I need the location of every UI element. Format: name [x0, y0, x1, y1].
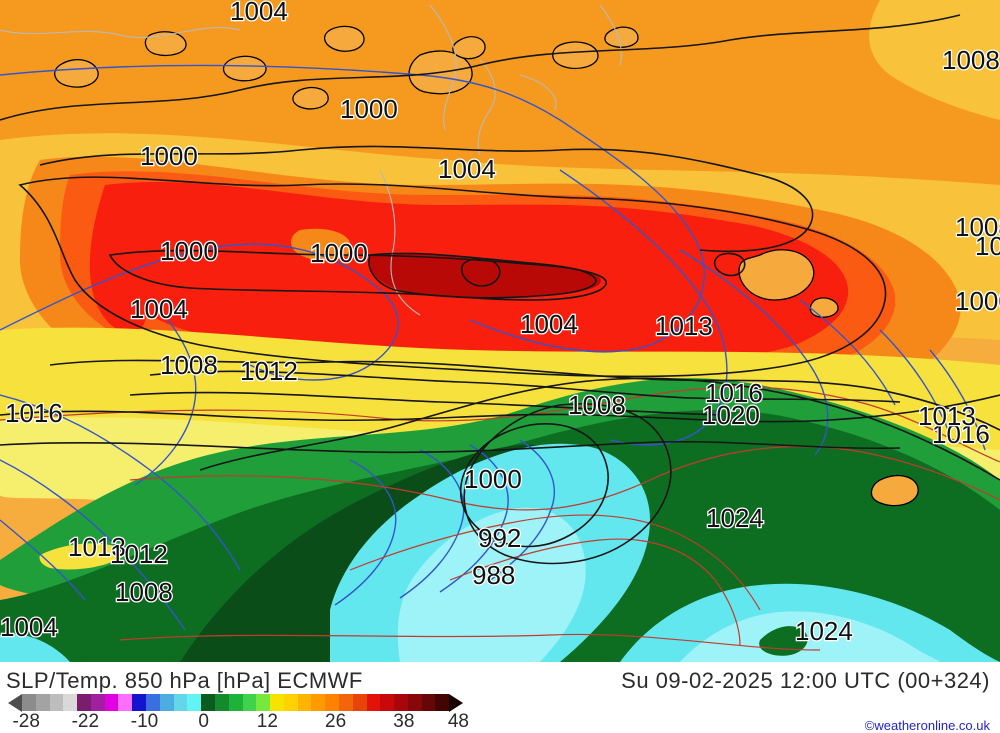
credit-label: ©weatheronline.co.uk: [865, 718, 990, 733]
svg-text:1000: 1000: [140, 141, 198, 171]
svg-text:1013: 1013: [918, 401, 976, 431]
colorbar-tick: 26: [325, 711, 346, 733]
svg-text:1012: 1012: [240, 356, 298, 386]
svg-text:988: 988: [472, 560, 515, 590]
svg-text:1020: 1020: [702, 400, 760, 430]
svg-text:1024: 1024: [795, 616, 853, 646]
svg-text:1000: 1000: [464, 464, 522, 494]
svg-text:1004: 1004: [520, 309, 578, 339]
svg-text:1008: 1008: [568, 390, 626, 420]
colorbar-tick: -22: [72, 711, 99, 733]
svg-text:1016: 1016: [5, 398, 63, 428]
colorbar-arrow-low: [8, 694, 22, 712]
footer-bar: SLP/Temp. 850 hPa [hPa] ECMWF Su 09-02-2…: [0, 662, 1000, 733]
svg-text:1000: 1000: [340, 94, 398, 124]
svg-text:1004: 1004: [0, 612, 58, 642]
colorbar-group: -28 -22 -10 0 12 26 38 48: [8, 694, 463, 731]
svg-text:1004: 1004: [130, 294, 188, 324]
svg-text:1000: 1000: [160, 236, 218, 266]
colorbar-tick: 12: [257, 711, 278, 733]
svg-text:1004: 1004: [438, 154, 496, 184]
colorbar-tick: -10: [131, 711, 158, 733]
colorbar-tick: -28: [12, 711, 39, 733]
map-svg: 1004 1000 1004 1000 1000 1000 1004 1004 …: [0, 0, 1000, 662]
weather-map-app: 1004 1000 1004 1000 1000 1000 1004 1004 …: [0, 0, 1000, 733]
colorbar[interactable]: [8, 694, 463, 711]
colorbar-ticks: -28 -22 -10 0 12 26 38 48: [8, 711, 463, 731]
colorbar-tick: 0: [198, 711, 209, 733]
svg-text:1000: 1000: [310, 238, 368, 268]
svg-text:1008: 1008: [942, 45, 1000, 75]
chart-date-label: Su 09-02-2025 12:00 UTC (00+324): [621, 668, 990, 694]
colorbar-arrow-high: [449, 694, 463, 712]
colorbar-tick: 38: [393, 711, 414, 733]
svg-text:1012: 1012: [110, 539, 168, 569]
svg-text:992: 992: [478, 523, 521, 553]
svg-text:1008: 1008: [160, 350, 218, 380]
chart-title-label: SLP/Temp. 850 hPa [hPa] ECMWF: [6, 668, 363, 694]
svg-text:1013: 1013: [655, 311, 713, 341]
svg-text:1024: 1024: [706, 503, 764, 533]
map-canvas: 1004 1000 1004 1000 1000 1000 1004 1004 …: [0, 0, 1000, 662]
svg-text:1004: 1004: [230, 0, 288, 26]
colorbar-tick: 48: [448, 711, 469, 733]
svg-text:1000: 1000: [955, 286, 1000, 316]
svg-text:1008: 1008: [115, 577, 173, 607]
svg-text:1000: 1000: [975, 231, 1000, 261]
